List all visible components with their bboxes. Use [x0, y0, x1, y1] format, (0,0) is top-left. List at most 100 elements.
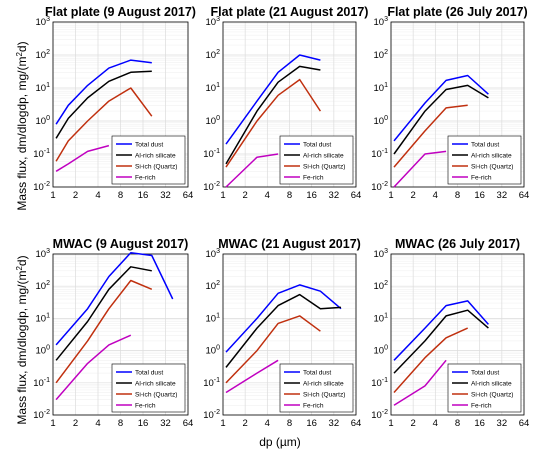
axes-box [222, 21, 357, 188]
y-tick-label: 10-1 [203, 148, 220, 160]
legend-label: Total dust [303, 141, 331, 148]
series-line-total-dust [393, 300, 489, 361]
x-tick-label: 2 [411, 190, 416, 201]
series-line-al-rich-silicate [55, 70, 152, 139]
y-tick-label: 100 [374, 345, 389, 357]
axes-box [52, 21, 189, 188]
y-tick-label: 10-1 [371, 377, 388, 389]
y-tick-label: 101 [36, 312, 51, 324]
axes-box [390, 253, 525, 416]
y-tick-label: 100 [36, 345, 51, 357]
legend-label: Si-ich (Quartz) [303, 163, 346, 170]
series-line-si-ich-quartz [393, 327, 469, 393]
x-tick-label: 8 [455, 190, 460, 201]
legend-label: Si-ich (Quartz) [303, 391, 346, 398]
x-tick-label: 8 [287, 190, 292, 201]
x-tick-label: 2 [243, 190, 248, 201]
x-tick-label: 1 [50, 418, 55, 429]
x-tick-label: 32 [329, 418, 340, 429]
x-tick-label: 32 [160, 418, 171, 429]
y-tick-label: 10-1 [33, 148, 50, 160]
y-tick-label: 10-1 [203, 377, 220, 389]
legend: Total dust Al-rich silicate Si-ich (Quartz… [111, 135, 186, 185]
y-tick-label: 103 [374, 248, 389, 260]
legend-label: Si-ich (Quartz) [471, 391, 514, 398]
x-tick-label: 8 [118, 418, 123, 429]
y-tick-label: 103 [374, 16, 389, 28]
x-tick-label: 16 [138, 190, 149, 201]
legend-label: Al-rich silicate [135, 152, 176, 159]
x-tick-label: 2 [73, 190, 78, 201]
x-tick-label: 16 [474, 190, 485, 201]
chart-title: Flat plate (26 July 2017) [387, 5, 527, 19]
axes-box [52, 253, 189, 416]
legend: Total dust Al-rich silicate Si-ich (Quartz… [279, 363, 354, 413]
legend-label: Si-ich (Quartz) [135, 163, 178, 170]
chart-title: MWAC (9 August 2017) [53, 237, 189, 251]
x-tick-label: 64 [183, 418, 194, 429]
x-tick-label: 1 [220, 418, 225, 429]
legend-label: Fe-rich [471, 174, 492, 181]
series-line-total-dust [55, 251, 174, 346]
y-tick-label: 103 [36, 16, 51, 28]
series-line-al-rich-silicate [225, 293, 342, 368]
y-tick-label: 10-2 [371, 409, 388, 421]
x-tick-label: 64 [351, 418, 362, 429]
x-tick-label: 4 [95, 190, 100, 201]
y-axis-label-top: Mass flux, dm/dlogdp, mg/(m2d) [15, 41, 29, 210]
legend-label: Total dust [135, 369, 163, 376]
x-tick-label: 64 [519, 190, 530, 201]
y-tick-label: 103 [206, 16, 221, 28]
y-tick-label: 10-1 [33, 377, 50, 389]
y-tick-label: 102 [206, 280, 221, 292]
x-tick-label: 16 [474, 418, 485, 429]
legend-label: Fe-rich [471, 402, 492, 409]
x-tick-label: 16 [306, 190, 317, 201]
legend-label: Fe-rich [303, 402, 324, 409]
axes-box [222, 253, 357, 416]
series-line-al-rich-silicate [55, 266, 152, 361]
y-tick-label: 10-1 [371, 148, 388, 160]
legend-label: Fe-rich [135, 174, 156, 181]
x-tick-label: 4 [433, 418, 438, 429]
series-line-si-ich-quartz [393, 104, 468, 168]
y-tick-label: 100 [206, 115, 221, 127]
x-tick-label: 16 [306, 418, 317, 429]
y-tick-label: 100 [36, 115, 51, 127]
x-tick-label: 2 [73, 418, 78, 429]
y-tick-label: 10-2 [33, 409, 50, 421]
y-tick-label: 10-2 [33, 181, 50, 193]
x-tick-label: 1 [50, 190, 55, 201]
legend-label: Si-ich (Quartz) [471, 163, 514, 170]
series-line-fe-rich [393, 359, 447, 406]
y-tick-label: 101 [374, 82, 389, 94]
y-tick-label: 10-2 [371, 181, 388, 193]
x-tick-label: 4 [265, 418, 270, 429]
legend: Total dust Al-rich silicate Si-ich (Quartz… [447, 135, 522, 185]
series-line-total-dust [225, 284, 342, 353]
legend-label: Total dust [135, 141, 163, 148]
y-tick-label: 101 [206, 82, 221, 94]
x-tick-label: 1 [388, 418, 393, 429]
chart-title: Flat plate (21 August 2017) [211, 5, 369, 19]
axes-box [390, 21, 525, 188]
y-tick-label: 102 [206, 49, 221, 61]
x-tick-label: 4 [433, 190, 438, 201]
legend-label: Al-rich silicate [303, 380, 344, 387]
series-line-fe-rich [225, 153, 279, 188]
x-tick-label: 32 [160, 190, 171, 201]
x-tick-label: 4 [95, 418, 100, 429]
series-line-total-dust [55, 59, 152, 125]
x-tick-label: 1 [220, 190, 225, 201]
legend: Total dust Al-rich silicate Si-ich (Quartz… [279, 135, 354, 185]
y-tick-label: 102 [36, 49, 51, 61]
y-tick-label: 101 [36, 82, 51, 94]
series-line-total-dust [225, 54, 321, 145]
y-tick-label: 100 [374, 115, 389, 127]
x-tick-label: 2 [411, 418, 416, 429]
x-tick-label: 64 [351, 190, 362, 201]
